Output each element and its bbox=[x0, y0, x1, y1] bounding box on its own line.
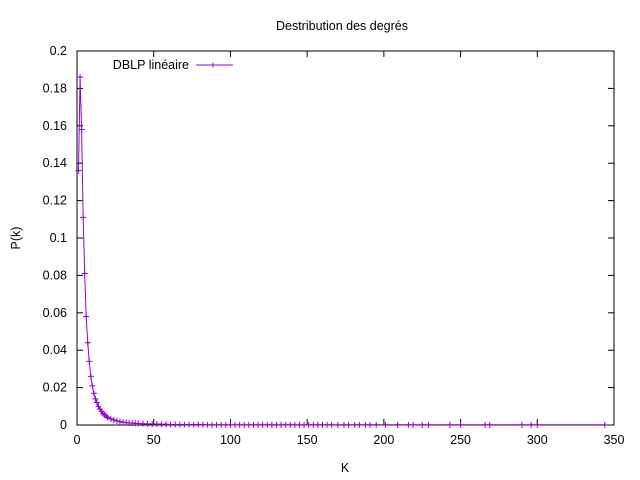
data-point bbox=[457, 421, 464, 428]
data-point bbox=[104, 414, 111, 421]
data-point bbox=[89, 382, 96, 389]
data-point bbox=[92, 395, 99, 402]
x-tick-label: 200 bbox=[373, 433, 394, 447]
series-line bbox=[78, 77, 605, 426]
legend: DBLP linéaire bbox=[113, 58, 233, 72]
data-point bbox=[116, 418, 123, 425]
data-point bbox=[77, 74, 84, 81]
data-point bbox=[446, 421, 453, 428]
x-tick-label: 0 bbox=[74, 433, 81, 447]
data-point bbox=[486, 421, 493, 428]
data-point bbox=[113, 417, 120, 424]
y-tick-label: 0.14 bbox=[43, 156, 67, 170]
x-tick-label: 150 bbox=[297, 433, 318, 447]
y-tick-label: 0 bbox=[60, 418, 67, 432]
series-layer bbox=[75, 74, 608, 428]
x-tick-label: 100 bbox=[220, 433, 241, 447]
y-tick-label: 0.2 bbox=[50, 44, 67, 58]
x-tick-label: 250 bbox=[450, 433, 471, 447]
data-point bbox=[328, 421, 335, 428]
data-point bbox=[419, 421, 426, 428]
data-point bbox=[410, 421, 417, 428]
data-point bbox=[93, 399, 100, 406]
data-point bbox=[83, 313, 90, 320]
legend-label: DBLP linéaire bbox=[113, 58, 189, 72]
data-point bbox=[84, 339, 91, 346]
y-tick-label: 0.04 bbox=[43, 343, 67, 357]
y-tick-label: 0.12 bbox=[43, 194, 67, 208]
data-point bbox=[75, 167, 82, 174]
data-point bbox=[528, 421, 535, 428]
y-tick-label: 0.1 bbox=[50, 231, 67, 245]
data-point bbox=[518, 421, 525, 428]
data-point bbox=[80, 214, 87, 221]
data-point bbox=[382, 421, 389, 428]
x-tick-label: 50 bbox=[147, 433, 161, 447]
chart-title: Destribution des degrés bbox=[276, 19, 408, 33]
y-tick-label: 0.02 bbox=[43, 381, 67, 395]
data-point bbox=[367, 421, 374, 428]
y-tick-label: 0.18 bbox=[43, 81, 67, 95]
x-axis: 0 50 100 150 200 250 300 350 bbox=[74, 51, 625, 447]
y-axis: 0 0.02 0.04 0.06 0.08 0.1 0.12 0.14 0.16 0.18 0.2 bbox=[43, 44, 614, 432]
x-axis-label: K bbox=[341, 461, 350, 475]
data-point bbox=[373, 421, 380, 428]
data-point bbox=[425, 421, 432, 428]
y-axis-label: P(k) bbox=[9, 227, 23, 250]
data-point bbox=[107, 415, 114, 422]
y-tick-label: 0.08 bbox=[43, 268, 67, 282]
data-point bbox=[95, 403, 102, 410]
data-point bbox=[110, 416, 117, 423]
y-tick-label: 0.16 bbox=[43, 119, 67, 133]
x-tick-label: 300 bbox=[527, 433, 548, 447]
data-point bbox=[394, 421, 401, 428]
data-point bbox=[534, 421, 541, 428]
data-point bbox=[78, 126, 85, 133]
x-tick-label: 350 bbox=[604, 433, 625, 447]
data-point bbox=[601, 421, 608, 428]
data-point bbox=[81, 270, 88, 277]
plot-area bbox=[76, 50, 615, 426]
legend-marker bbox=[210, 62, 216, 68]
y-tick-label: 0.06 bbox=[43, 306, 67, 320]
data-point bbox=[86, 358, 93, 365]
data-point bbox=[334, 421, 341, 428]
data-point bbox=[87, 373, 94, 380]
data-point bbox=[356, 421, 363, 428]
data-point bbox=[345, 421, 352, 428]
data-point bbox=[90, 390, 97, 397]
